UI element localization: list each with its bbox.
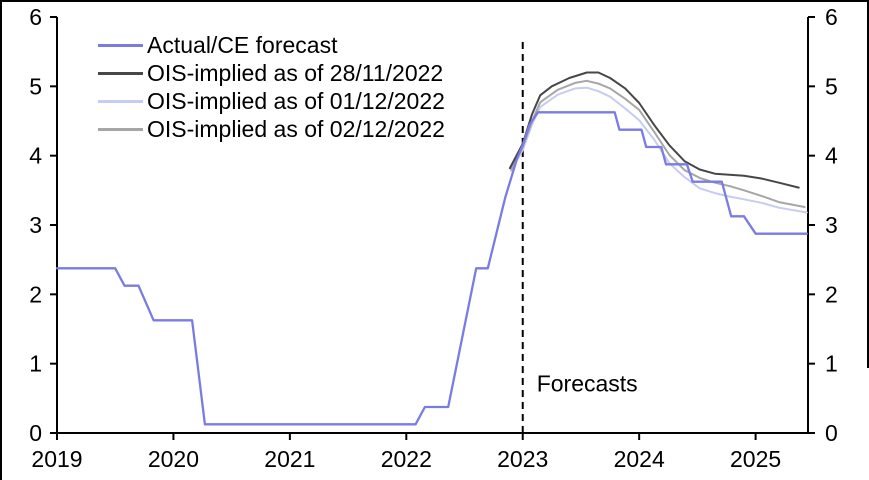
series-line-1: [508, 71, 800, 189]
series-line-0: [55, 111, 808, 426]
y-tick-label-left: 4: [29, 143, 42, 169]
y-tick-label-right: 6: [825, 4, 838, 30]
y-tick-label-left: 5: [29, 73, 42, 99]
forecasts-label: Forecasts: [537, 370, 638, 396]
y-tick-label-left: 0: [29, 420, 42, 446]
y-tick-label-right: 2: [825, 281, 838, 307]
legend-label-1: OIS-implied as of 28/11/2022: [147, 60, 444, 86]
figure-top-border: [0, 0, 869, 2]
series-line-2: [510, 86, 808, 214]
y-tick-label-left: 6: [29, 4, 42, 30]
y-tick-label-right: 5: [825, 73, 838, 99]
figure-left-border: [0, 0, 2, 480]
legend-item-1: OIS-implied as of 28/11/2022: [98, 59, 445, 87]
legend-swatch-2: [98, 99, 143, 103]
x-tick-label: 2025: [730, 446, 781, 472]
legend-swatch-3: [98, 127, 143, 131]
y-tick-label-right: 0: [825, 420, 838, 446]
x-tick-label: 2021: [264, 446, 315, 472]
legend-item-2: OIS-implied as of 01/12/2022: [98, 87, 445, 115]
y-tick-label-right: 1: [825, 351, 838, 377]
chart-legend: Actual/CE forecast OIS-implied as of 28/1…: [98, 31, 445, 143]
legend-label-2: OIS-implied as of 01/12/2022: [147, 88, 445, 114]
x-tick-label: 2023: [497, 446, 548, 472]
y-tick-label-left: 3: [29, 212, 42, 238]
legend-item-3: OIS-implied as of 02/12/2022: [98, 115, 445, 143]
legend-label-3: OIS-implied as of 02/12/2022: [147, 116, 445, 142]
legend-swatch-1: [98, 71, 143, 75]
y-tick-label-right: 4: [825, 143, 838, 169]
y-tick-label-left: 2: [29, 281, 42, 307]
x-tick-label: 2020: [148, 446, 199, 472]
y-tick-label-right: 3: [825, 212, 838, 238]
x-tick-label: 2019: [31, 446, 82, 472]
legend-item-0: Actual/CE forecast: [98, 31, 445, 59]
x-tick-label: 2022: [381, 446, 432, 472]
series-line-3: [510, 79, 806, 208]
figure-right-border: [867, 0, 869, 368]
legend-swatch-0: [98, 43, 143, 47]
y-tick-label-left: 1: [29, 351, 42, 377]
x-tick-label: 2024: [614, 446, 665, 472]
legend-label-0: Actual/CE forecast: [147, 32, 338, 58]
